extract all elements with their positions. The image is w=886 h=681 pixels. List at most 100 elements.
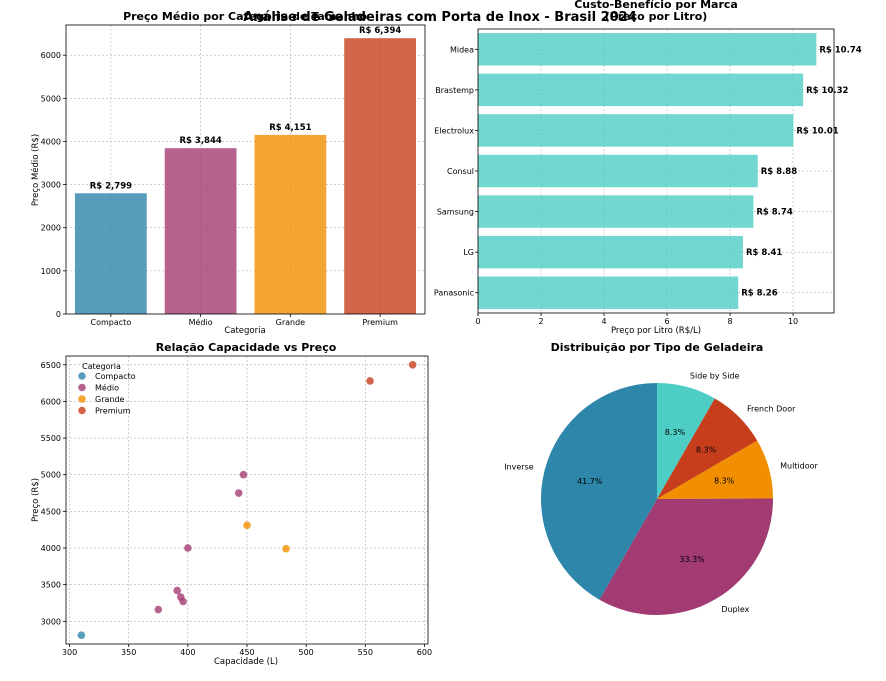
- bar-chart-avg-price-by-size: R$ 2,799 R$ 3,844 R$ 4,151 R$ 6,394 0 1000 20…: [30, 10, 426, 336]
- scatter-legend-title: Categoria: [82, 362, 121, 371]
- scatter-point-médio: [154, 605, 163, 614]
- scatter-y-tick-label: 6500: [41, 361, 61, 370]
- hbar-value-label: R$ 8.88: [761, 167, 797, 177]
- bar-compacto: [74, 193, 147, 314]
- scatter-x-tick-label: 350: [121, 648, 136, 657]
- hbar-midea: [478, 33, 817, 66]
- scatter-point-grande: [282, 544, 290, 553]
- hbar-samsung: [478, 195, 754, 228]
- scatter-legend-label: Compacto: [95, 372, 136, 381]
- bar-chart-x-tick-label: Grande: [276, 318, 306, 327]
- scatter-point-médio: [239, 470, 248, 479]
- hbar-chart-x-tick-label: 10: [788, 317, 798, 326]
- pie-pct-label: 33.3%: [679, 555, 705, 564]
- scatter-ylabel: Preço (R$): [31, 478, 41, 522]
- hbar-consul: [478, 154, 758, 188]
- scatter-capacity-vs-price: 300 350 400 450 500 550 600 3000 3500 4000 4500 500…: [31, 341, 432, 667]
- hbar-chart-y-tick-label: Panasonic: [434, 289, 474, 298]
- pie-category-label: Duplex: [721, 605, 749, 614]
- hbar-chart-subtitle: (Preço por Litro): [605, 10, 708, 23]
- hbar-chart-y-tick-label: Electrolux: [434, 126, 474, 135]
- hbar-chart-x-tick-label: 4: [601, 317, 606, 326]
- pie-title: Distribuição por Tipo de Geladeira: [551, 341, 764, 354]
- hbar-value-label: R$ 8.41: [746, 248, 782, 258]
- hbar-chart-x-tick-label: 2: [538, 317, 543, 326]
- hbar-chart-x-tick-label: 6: [664, 317, 669, 326]
- hbar-value-label: R$ 10.32: [806, 86, 848, 96]
- bar-chart-title: Preço Médio por Categoria de Tamanho: [123, 10, 367, 23]
- scatter-point-médio: [173, 586, 182, 595]
- bar-chart-y-tick-label: 6000: [41, 51, 61, 60]
- scatter-x-tick-label: 300: [62, 648, 77, 657]
- scatter-x-tick-label: 600: [417, 648, 432, 657]
- bar-chart-y-tick-label: 1000: [41, 267, 61, 276]
- bar-chart-ylabel: Preço Médio (R$): [30, 134, 41, 206]
- hbar-chart-x-tick-label: 0: [475, 317, 480, 326]
- scatter-legend-marker: [78, 383, 86, 392]
- pie-slice-inverse: [540, 383, 657, 600]
- hbar-panasonic: [478, 276, 739, 309]
- scatter-y-tick-label: 3000: [41, 617, 61, 626]
- hbar-value-label: R$ 10.01: [796, 126, 838, 136]
- scatter-legend-marker: [78, 395, 86, 403]
- bar-value-label: R$ 4,151: [269, 123, 311, 133]
- bar-chart-y-tick-label: 4000: [41, 137, 61, 146]
- bar-chart-x-tick-label: Compacto: [91, 318, 132, 327]
- bar-chart-x-tick-label: Médio: [189, 317, 213, 327]
- scatter-point-médio: [234, 489, 243, 497]
- hbar-chart-xlabel: Preço por Litro (R$/L): [611, 326, 701, 336]
- scatter-y-tick-label: 5500: [41, 434, 61, 443]
- scatter-legend-label: Médio: [95, 383, 119, 393]
- hbar-value-label: R$ 8.74: [756, 208, 792, 218]
- scatter-xlabel: Capacidade (L): [214, 657, 278, 667]
- hbar-value-label: R$ 10.74: [819, 45, 861, 55]
- scatter-legend-label: Grande: [95, 395, 125, 404]
- scatter-point-premium: [408, 360, 417, 369]
- pie-category-label: Inverse: [504, 462, 534, 471]
- scatter-y-tick-label: 6000: [41, 397, 61, 406]
- pie-pct-label: 41.7%: [577, 477, 603, 486]
- pie-category-label: Side by Side: [690, 372, 740, 381]
- hbar-chart-x-tick-label: 8: [727, 317, 732, 326]
- figure-suptitle: Análise de Geladeiras com Porta de Inox …: [243, 10, 637, 25]
- hbar-chart-title: Custo-Benefício por Marca: [574, 0, 738, 11]
- scatter-x-tick-label: 550: [358, 648, 373, 657]
- scatter-y-tick-label: 4000: [41, 544, 61, 553]
- bar-chart-xlabel: Categoria: [224, 326, 265, 336]
- scatter-legend: Categoria Compacto Médio Grande Premium: [78, 362, 136, 416]
- pie-pct-label: 8.3%: [714, 477, 735, 486]
- scatter-point-compacto: [77, 631, 86, 640]
- scatter-point-grande: [243, 521, 251, 530]
- hbar-brastemp: [478, 73, 804, 107]
- hbar-electrolux: [478, 114, 794, 147]
- bar-chart-x-tick-label: Premium: [362, 318, 398, 327]
- pie-slice-french-door: [657, 398, 758, 499]
- pie-pct-label: 8.3%: [665, 428, 686, 437]
- hbar-value-label: R$ 8.26: [741, 289, 777, 299]
- hbar-chart-y-tick-label: Consul: [447, 167, 474, 176]
- bar-chart-y-tick-label: 0: [56, 310, 61, 319]
- bar-value-label: R$ 2,799: [90, 181, 132, 191]
- pie-slice-multidoor: [657, 440, 773, 499]
- pie-slice-side-by-side: [657, 383, 715, 499]
- hbar-chart-y-tick-label: Samsung: [437, 208, 474, 217]
- bar-chart-y-tick-label: 3000: [41, 181, 61, 190]
- scatter-title: Relação Capacidade vs Preço: [156, 341, 337, 354]
- scatter-legend-marker: [78, 372, 86, 380]
- bar-premium: [344, 38, 417, 315]
- hbar-lg: [478, 235, 743, 269]
- bar-value-label: R$ 6,394: [359, 26, 401, 36]
- hbar-chart-cost-per-liter: R$ 10.74 R$ 10.32 R$ 10.01 R$ 8.88 R$ 8.74 R$…: [434, 0, 862, 336]
- scatter-legend-marker: [78, 406, 86, 415]
- scatter-x-tick-label: 400: [180, 648, 195, 657]
- bar-value-label: R$ 3,844: [179, 136, 221, 146]
- scatter-point-médio: [179, 597, 187, 606]
- scatter-y-tick-label: 3500: [41, 581, 61, 590]
- bar-chart-y-tick-label: 2000: [41, 224, 61, 233]
- hbar-chart-y-tick-label: LG: [463, 248, 474, 257]
- pie-pct-label: 8.3%: [696, 446, 717, 455]
- pie-slice-duplex: [599, 498, 774, 615]
- scatter-x-tick-label: 500: [299, 648, 314, 657]
- pie-chart-fridge-types: 8.3% Side by Side 8.3% French Door 8.3% Multi…: [504, 341, 819, 615]
